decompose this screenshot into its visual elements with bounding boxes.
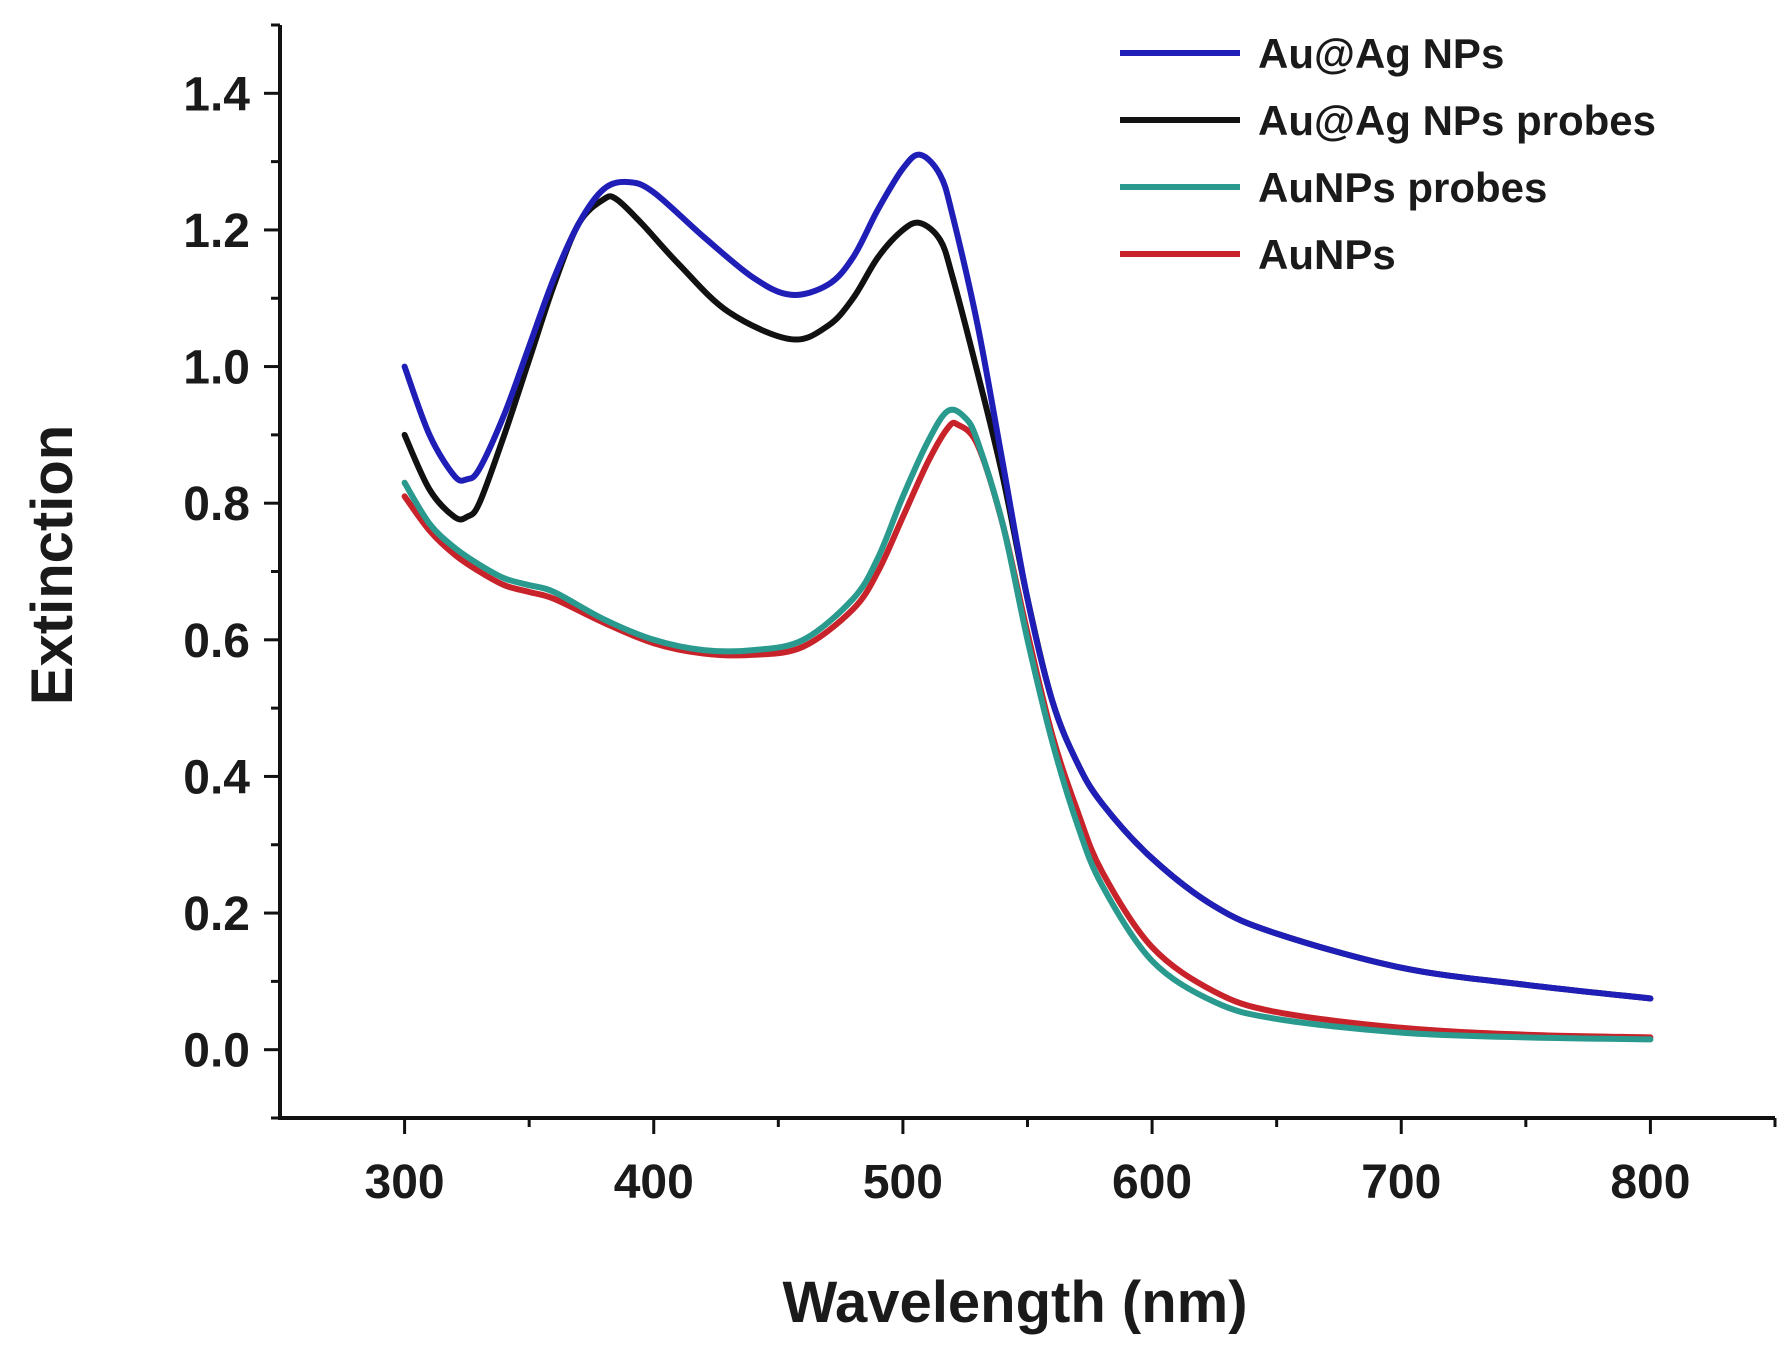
series-line-aunps-probes xyxy=(401,406,1654,1043)
legend-label-aunps-probes: AuNPs probes xyxy=(1258,164,1547,211)
x-tick-label: 800 xyxy=(1610,1156,1690,1209)
legend-label-au-at-ag-nps-probes: Au@Ag NPs probes xyxy=(1258,97,1656,144)
y-axis-title: Extinction xyxy=(20,425,85,705)
x-tick-label: 500 xyxy=(863,1156,943,1209)
series-line-aunps xyxy=(401,419,1654,1041)
y-tick-label: 1.0 xyxy=(183,342,250,395)
plot-series xyxy=(401,151,1654,1043)
y-tick-label: 0.6 xyxy=(183,615,250,668)
legend-label-aunps: AuNPs xyxy=(1258,231,1396,278)
y-tick-label: 1.2 xyxy=(183,205,250,258)
y-tick-label: 0.0 xyxy=(183,1025,250,1078)
x-tick-label: 300 xyxy=(365,1156,445,1209)
series-line-au-at-ag-nps xyxy=(401,151,1654,1002)
chart-legend: Au@Ag NPs Au@Ag NPs probes AuNPs probes AuN… xyxy=(1120,30,1656,278)
y-tick-label: 1.4 xyxy=(183,68,250,121)
x-tick-label: 600 xyxy=(1112,1156,1192,1209)
plot-axes: 300 400 500 600 700 800 0.0 0.2 0.4 0.6 0.8 1.0 1.2 1… xyxy=(183,23,1777,1209)
x-tick-label: 400 xyxy=(614,1156,694,1209)
x-axis-title: Wavelength (nm) xyxy=(782,1270,1247,1335)
y-tick-label: 0.2 xyxy=(183,888,250,941)
y-tick-label: 0.4 xyxy=(183,751,250,804)
legend-label-au-at-ag-nps: Au@Ag NPs xyxy=(1258,30,1504,77)
y-tick-label: 0.8 xyxy=(183,478,250,531)
x-tick-label: 700 xyxy=(1361,1156,1441,1209)
